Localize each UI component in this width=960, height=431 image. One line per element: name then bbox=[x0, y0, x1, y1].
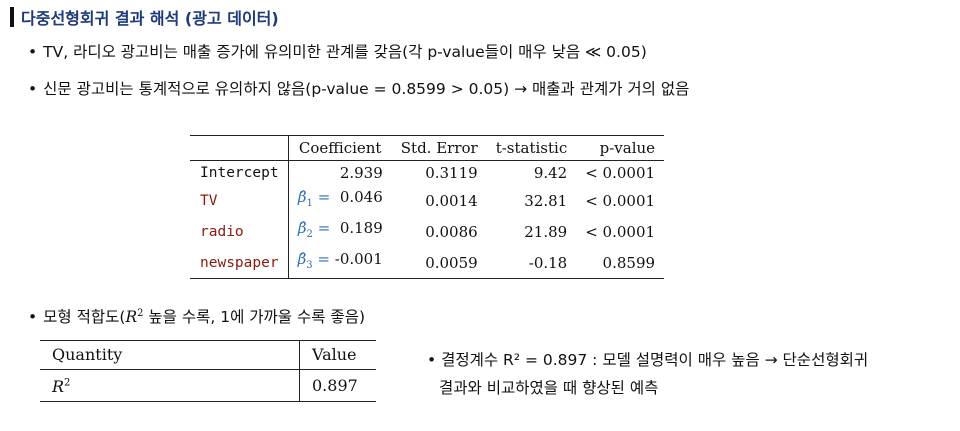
bullet-newspaper: • 신문 광고비는 통계적으로 유의하지 않음(p-value = 0.8599 … bbox=[28, 77, 689, 99]
table-row: Intercept 2.939 0.3119 9.42 < 0.0001 bbox=[190, 160, 664, 186]
value-cell: 0.897 bbox=[312, 375, 358, 395]
bullet-text-post: 높을 수록, 1에 가까울 수록 좋음) bbox=[143, 308, 366, 326]
bullet-dot: • bbox=[28, 80, 38, 98]
header-quantity: Quantity bbox=[40, 340, 300, 370]
bullet-text-pre: 모형 적합도( bbox=[43, 308, 126, 326]
header-coefficient: Coefficient bbox=[298, 139, 382, 157]
regression-table: Coefficient Std. Error t-statistic p-val… bbox=[190, 135, 665, 279]
fit-table: Quantity Value R2 0.897 bbox=[40, 340, 376, 402]
row-variable: TV bbox=[190, 185, 289, 216]
row-t-statistic: -0.18 bbox=[528, 253, 568, 272]
r-squared-symbol: R2 bbox=[125, 307, 144, 326]
equals-sign: = bbox=[312, 188, 331, 206]
bullet-text: 신문 광고비는 통계적으로 유의하지 않음(p-value = 0.8599 >… bbox=[43, 80, 690, 98]
bullet-text: TV, 라디오 광고비는 매출 증가에 유의미한 관계를 갖음(각 p-valu… bbox=[43, 43, 647, 61]
row-std-error: 0.3119 bbox=[425, 164, 478, 182]
row-t-statistic: 9.42 bbox=[533, 164, 568, 182]
row-std-error: 0.0014 bbox=[425, 191, 478, 210]
header-value: Value bbox=[312, 345, 357, 364]
regression-header-row: Coefficient Std. Error t-statistic p-val… bbox=[190, 135, 665, 161]
row-coefficient: β̂2 = 0.189 bbox=[288, 216, 392, 247]
row-variable: radio bbox=[190, 216, 289, 247]
header-t-statistic: t-statistic bbox=[495, 139, 568, 157]
beta-symbol: β̂3 bbox=[297, 250, 313, 271]
table-row: R2 0.897 bbox=[40, 369, 376, 402]
note-line-1: • 결정계수 R² = 0.897 : 모델 설명력이 매우 높음 → 단순선형… bbox=[427, 351, 869, 369]
row-p-value: < 0.0001 bbox=[585, 191, 656, 210]
title-text: 다중선형회귀 결과 해석 (광고 데이터) bbox=[21, 9, 279, 28]
bullet-dot: • bbox=[28, 43, 38, 61]
r-squared-note: • 결정계수 R² = 0.897 : 모델 설명력이 매우 높음 → 단순선형… bbox=[427, 346, 868, 402]
row-t-statistic: 32.81 bbox=[524, 191, 568, 210]
row-p-value: 0.8599 bbox=[602, 253, 656, 272]
coef-value: 0.189 bbox=[339, 219, 383, 237]
header-p-value: p-value bbox=[599, 139, 656, 157]
section-title: 다중선형회귀 결과 해석 (광고 데이터) bbox=[10, 6, 279, 28]
coef-value: -0.001 bbox=[334, 250, 383, 268]
equals-sign: = bbox=[312, 250, 330, 268]
row-p-value: < 0.0001 bbox=[585, 164, 656, 182]
row-std-error: 0.0086 bbox=[425, 222, 478, 241]
header-variable bbox=[190, 135, 289, 161]
bullet-dot: • bbox=[28, 308, 38, 326]
row-coefficient: β̂1 = 0.046 bbox=[288, 185, 392, 216]
coef-value: 2.939 bbox=[339, 164, 383, 182]
r-squared-symbol: R2 bbox=[52, 377, 71, 397]
coef-value: 0.046 bbox=[339, 188, 383, 206]
row-p-value: < 0.0001 bbox=[585, 222, 656, 241]
quantity-cell: R2 bbox=[40, 369, 300, 402]
equals-sign: = bbox=[312, 219, 331, 237]
row-coefficient: β̂3 = -0.001 bbox=[288, 247, 392, 279]
table-row: radio β̂2 = 0.189 0.0086 21.89 < 0.0001 bbox=[190, 216, 664, 247]
row-coefficient: 2.939 bbox=[288, 161, 392, 186]
row-t-statistic: 21.89 bbox=[524, 222, 568, 241]
bullet-tv-radio: • TV, 라디오 광고비는 매출 증가에 유의미한 관계를 갖음(각 p-val… bbox=[28, 40, 647, 62]
table-row: TV β̂1 = 0.046 0.0014 32.81 < 0.0001 bbox=[190, 185, 664, 216]
title-bar bbox=[10, 7, 14, 27]
row-variable: newspaper bbox=[190, 247, 289, 279]
note-text-1: 결정계수 R² = 0.897 : 모델 설명력이 매우 높음 → 단순선형회귀 bbox=[441, 351, 869, 369]
note-line-2: 결과와 비교하였을 때 향상된 예측 bbox=[439, 379, 659, 397]
beta-symbol: β̂2 bbox=[297, 219, 313, 240]
row-variable: Intercept bbox=[190, 160, 289, 185]
header-std-error: Std. Error bbox=[400, 139, 478, 157]
table-row: newspaper β̂3 = -0.001 0.0059 -0.18 0.85… bbox=[190, 247, 665, 279]
fit-header-row: Quantity Value bbox=[40, 340, 376, 370]
bullet-model-fit: • 모형 적합도(R2 높을 수록, 1에 가까울 수록 좋음) bbox=[28, 305, 365, 327]
beta-symbol: β̂1 bbox=[297, 188, 313, 209]
row-std-error: 0.0059 bbox=[425, 253, 478, 272]
